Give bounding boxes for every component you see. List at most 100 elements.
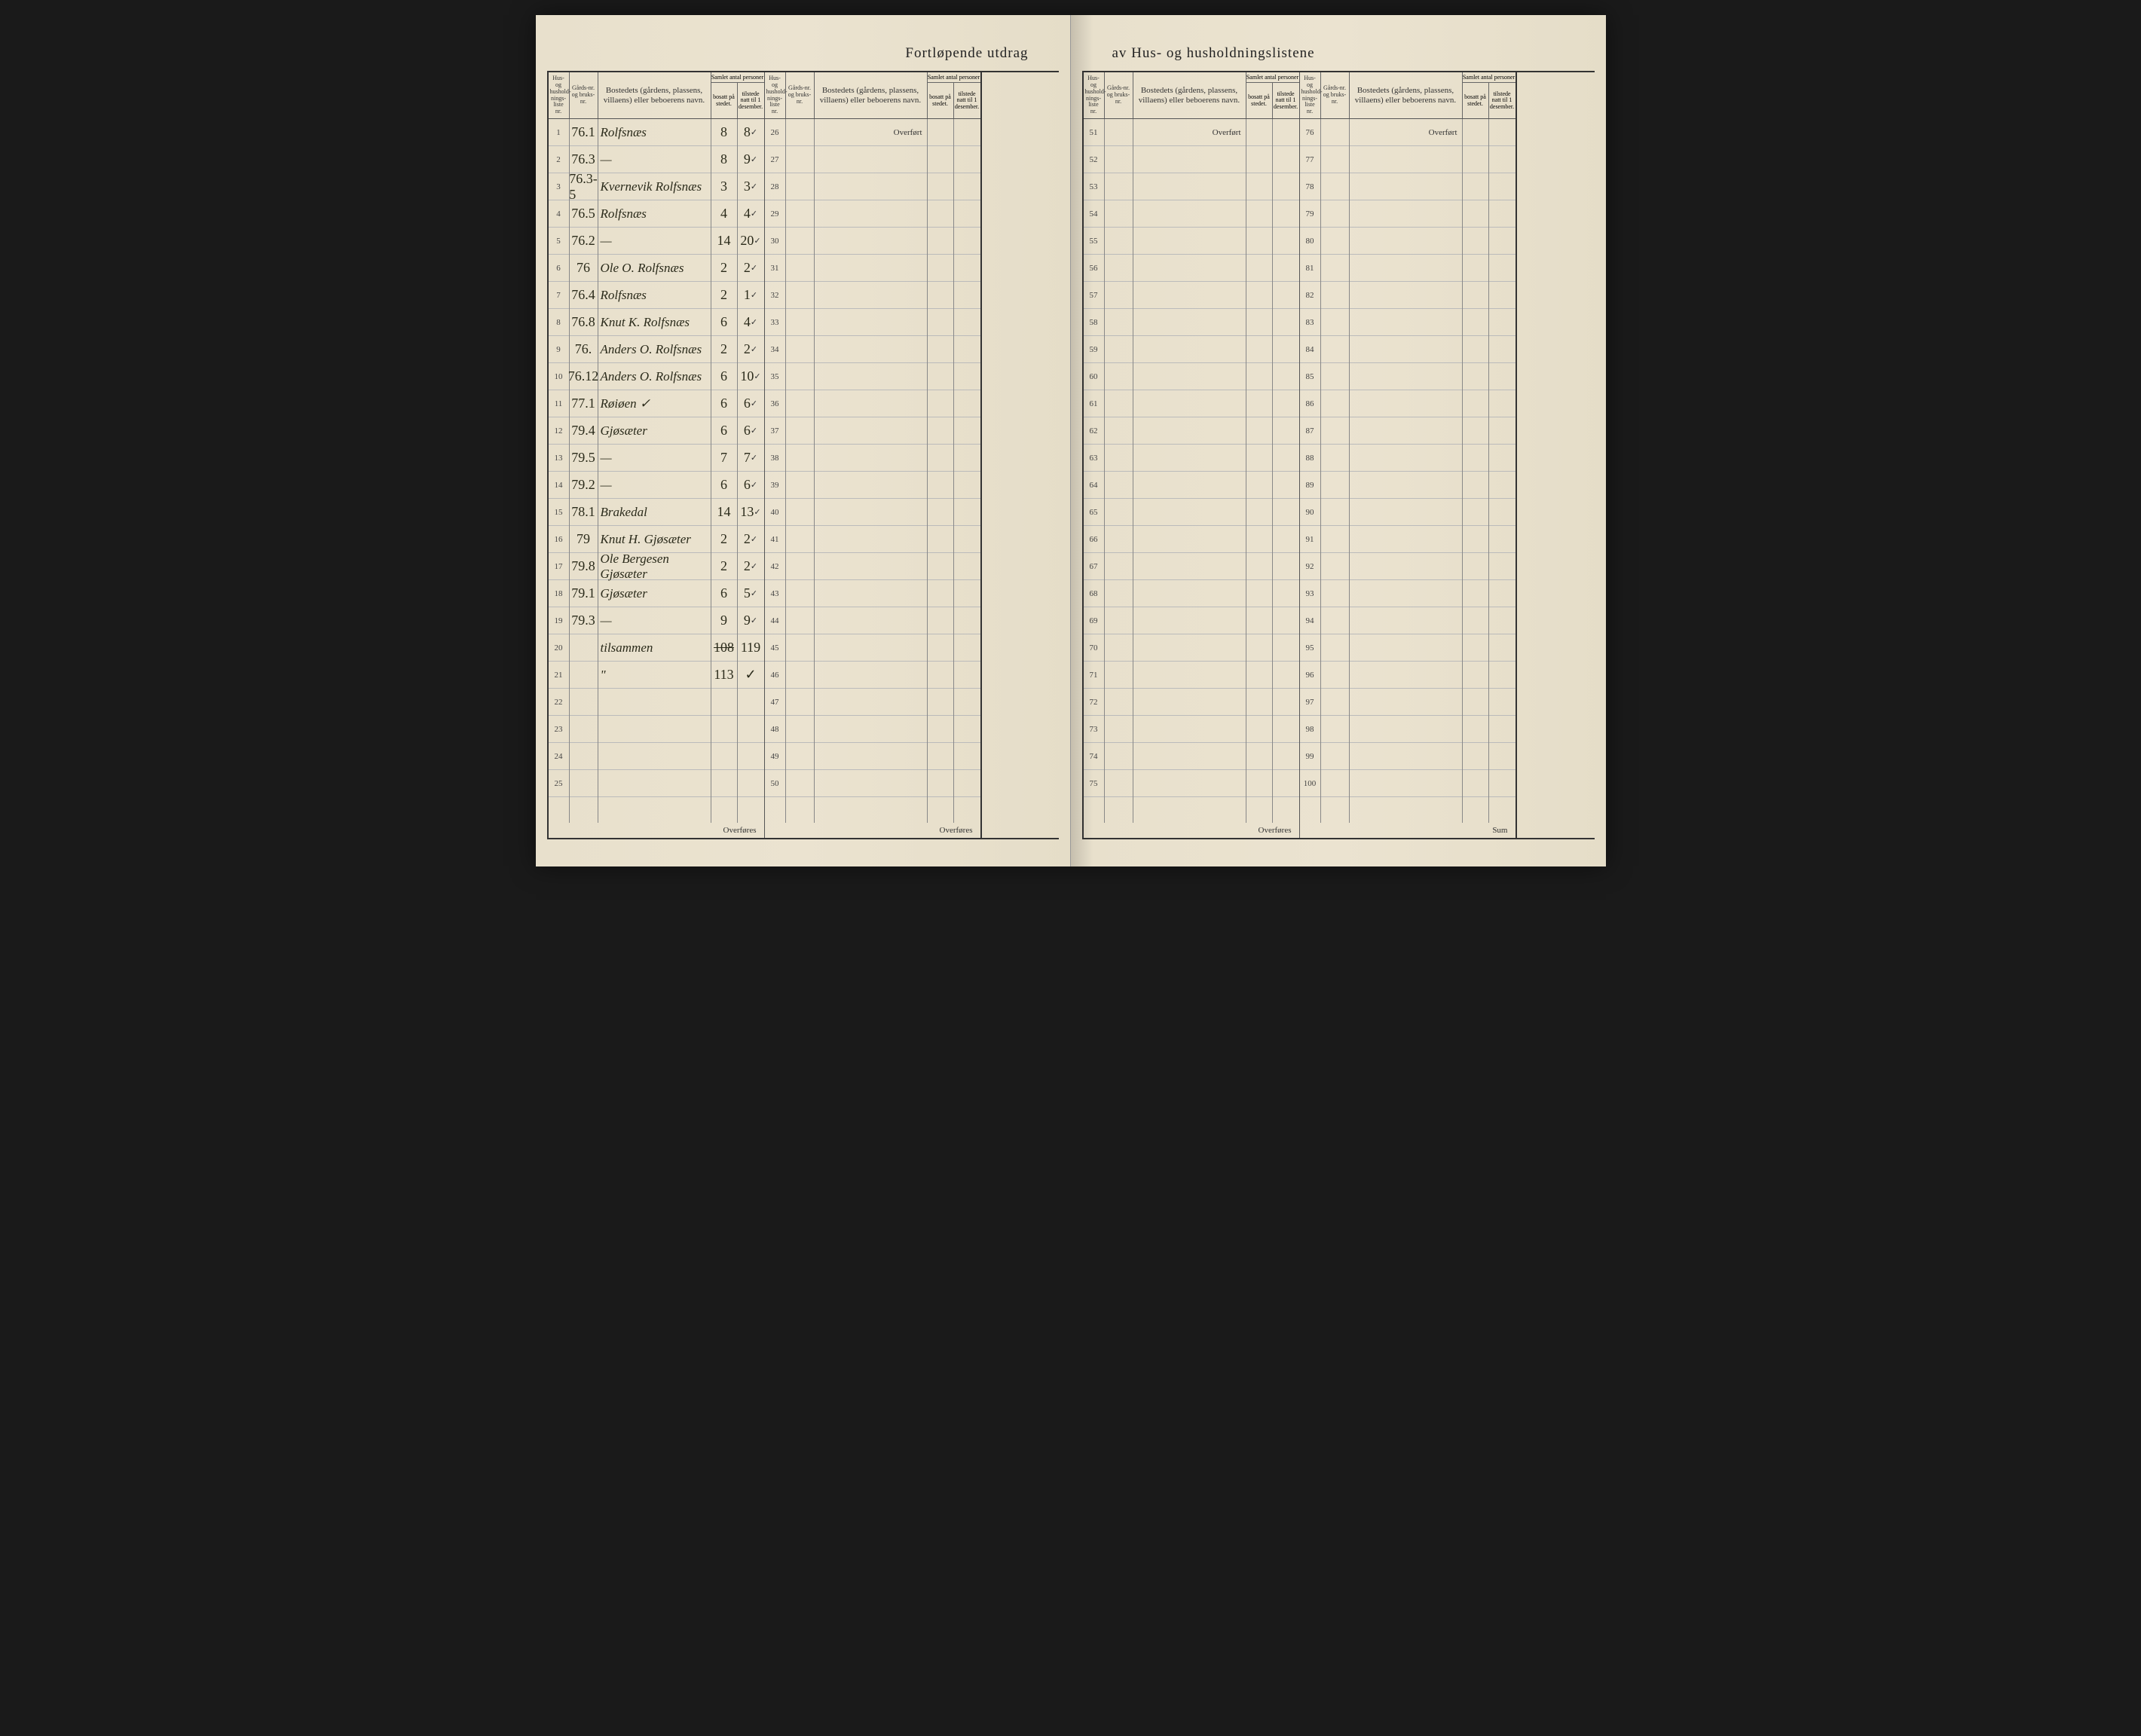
table-cell: 32 [765,282,785,309]
table-cell [954,472,980,499]
table-cell: 83 [1300,309,1320,336]
table-cell [1273,282,1299,309]
table-cell [786,255,814,282]
table-cell: 3 [711,173,737,200]
ledger-block-1: Hus- og hushold-nings-liste nr. Gårds-nr… [547,72,765,838]
table-cell [1321,228,1349,255]
table-cell [1463,119,1488,146]
table-cell [928,417,953,445]
table-cell [1105,146,1133,173]
table-cell [786,119,814,146]
table-cell [815,417,927,445]
table-cell: 6 [738,472,764,499]
table-cell [815,716,927,743]
table-cell [1133,634,1246,662]
table-cell: 4 [738,200,764,228]
table-cell [1350,309,1462,336]
table-cell [1133,417,1246,445]
table-cell: — [598,228,711,255]
table-cell [1105,417,1133,445]
table-cell [1350,743,1462,770]
table-cell: 7 [738,445,764,472]
table-cell: ✓ [738,662,764,689]
table-cell [1463,634,1488,662]
table-cell [815,363,927,390]
table-cell [786,662,814,689]
table-cell [815,146,927,173]
table-cell [1350,255,1462,282]
table-cell [1321,173,1349,200]
table-cell [786,580,814,607]
table-cell: 43 [765,580,785,607]
table-cell: Rolfsnæs [598,282,711,309]
table-cell [1105,743,1133,770]
table-cell [1489,173,1516,200]
table-cell: 2 [711,282,737,309]
table-cell: 6 [711,580,737,607]
table-cell [1273,390,1299,417]
table-cell [1489,363,1516,390]
table-cell [1321,336,1349,363]
table-cell [1489,228,1516,255]
overfort-label: Overført [1133,119,1246,146]
table-cell: 95 [1300,634,1320,662]
table-cell: 72 [1084,689,1104,716]
table-cell [928,662,953,689]
table-cell [1321,363,1349,390]
table-cell [954,580,980,607]
table-cell [928,282,953,309]
page-title-right: av Hus- og husholdningslistene [1082,45,1595,62]
table-cell [928,689,953,716]
table-cell [1350,499,1462,526]
table-cell [786,309,814,336]
table-cell [815,689,927,716]
table-cell [928,634,953,662]
table-cell: 40 [765,499,785,526]
page-title-left: Fortløpende utdrag [547,45,1059,62]
table-cell [786,282,814,309]
table-cell: 96 [1300,662,1320,689]
table-cell [954,553,980,580]
table-cell [1273,553,1299,580]
table-cell: 58 [1084,309,1104,336]
table-cell: tilsammen [598,634,711,662]
table-cell [786,200,814,228]
table-cell [1350,472,1462,499]
table-cell [1273,634,1299,662]
table-cell [928,607,953,634]
table-cell [954,743,980,770]
table-cell: 16 [549,526,569,553]
document-spread: Fortløpende utdrag Hus- og hushold-nings… [536,15,1606,866]
table-cell: 28 [765,173,785,200]
overfort-label: Overført [815,119,927,146]
table-cell [1463,336,1488,363]
table-cell [1350,146,1462,173]
table-cell: 9 [738,607,764,634]
table-cell [786,526,814,553]
table-cell [786,607,814,634]
table-cell: — [598,445,711,472]
table-cell [1105,526,1133,553]
table-cell [954,336,980,363]
table-cell: 21 [549,662,569,689]
table-cell [1105,200,1133,228]
table-cell [1273,607,1299,634]
table-cell [786,553,814,580]
table-cell: 36 [765,390,785,417]
table-cell: 74 [1084,743,1104,770]
table-cell: 79.8 [570,553,598,580]
table-cell [1133,309,1246,336]
table-cell [815,309,927,336]
table-cell: 15 [549,499,569,526]
table-cell [954,363,980,390]
table-cell: 2 [711,553,737,580]
table-cell: 68 [1084,580,1104,607]
table-cell [1489,282,1516,309]
table-cell [1463,445,1488,472]
table-cell: " [598,662,711,689]
table-cell: 62 [1084,417,1104,445]
table-cell [954,255,980,282]
table-cell [1273,309,1299,336]
table-cell: 2 [738,553,764,580]
table-cell [815,282,927,309]
